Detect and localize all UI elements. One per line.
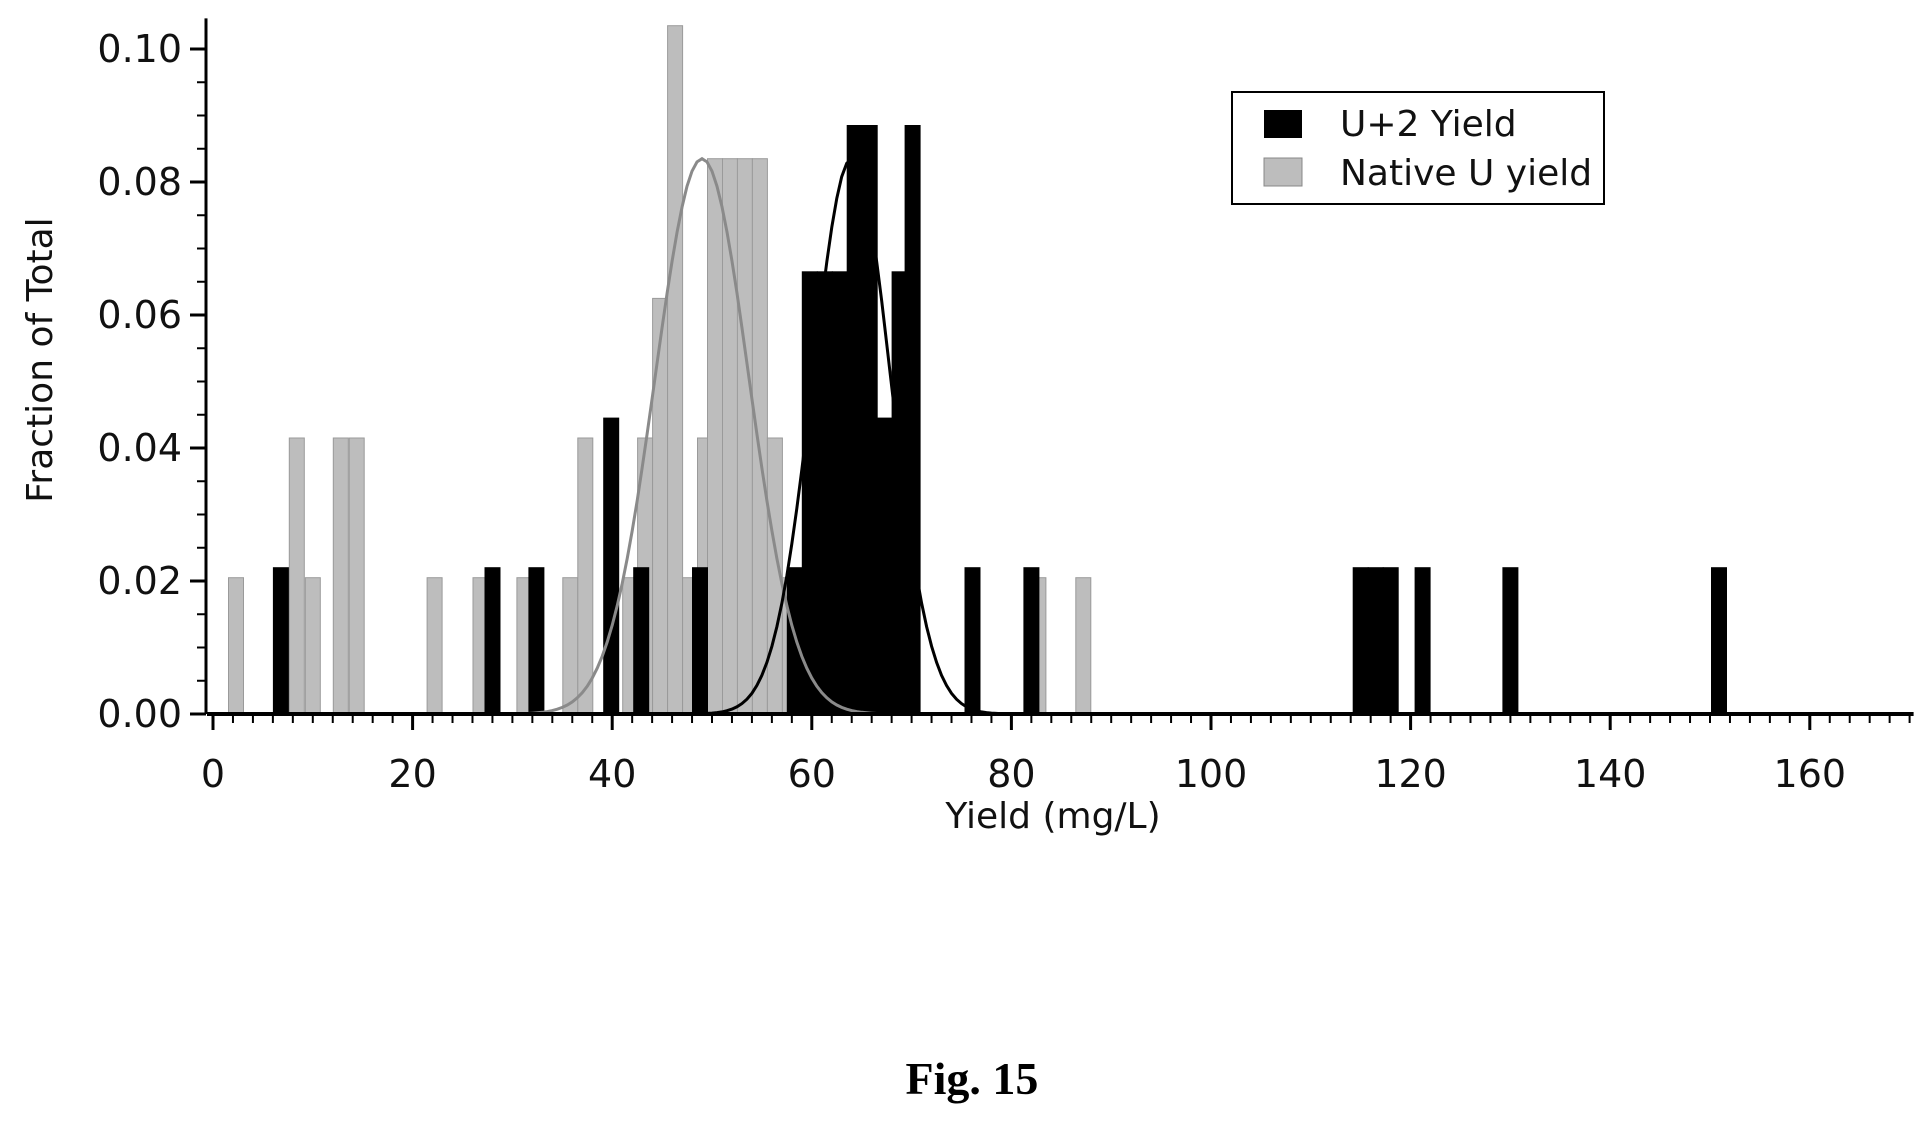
x-tick-label: 0 xyxy=(201,752,225,796)
y-axis-title: Fraction of Total xyxy=(20,217,61,502)
y-tick-label: 0.06 xyxy=(97,293,182,337)
u2-bar-2 xyxy=(528,567,545,715)
u2-bar-5 xyxy=(692,567,708,715)
native-u-bar-18 xyxy=(736,158,753,715)
u2-bar-19 xyxy=(1382,567,1399,715)
native-u-bar-9 xyxy=(577,437,594,715)
x-tick-label: 120 xyxy=(1374,752,1447,796)
u2-fit-curve xyxy=(213,156,1910,716)
u2-bar-0 xyxy=(272,567,289,715)
native-u-bar-8 xyxy=(562,577,579,715)
native-u-bar-19 xyxy=(751,158,768,715)
u2-bar-17 xyxy=(1352,567,1369,715)
u2-bar-15 xyxy=(964,567,981,715)
legend-label-u2: U+2 Yield xyxy=(1340,104,1517,145)
y-tick-label: 0.08 xyxy=(97,160,182,204)
x-tick-label: 40 xyxy=(588,752,636,796)
x-axis-title: Yield (mg/L) xyxy=(944,796,1160,837)
y-tick-label: 0.04 xyxy=(97,426,182,470)
u2-bar-3 xyxy=(603,417,620,715)
u2-bar-4 xyxy=(633,567,650,715)
native-u-bars xyxy=(228,25,1092,715)
y-tick-label: 0.00 xyxy=(97,692,182,736)
u2-bar-1 xyxy=(484,567,501,715)
native-u-bar-24 xyxy=(1075,577,1092,715)
u2-bar-14 xyxy=(904,125,921,715)
native-u-bar-12 xyxy=(652,297,669,715)
u2-bars xyxy=(272,125,1727,715)
native-u-fit-curve xyxy=(213,156,1910,716)
u2-bar-18 xyxy=(1367,567,1384,715)
u2-bar-16 xyxy=(1023,567,1040,715)
legend-label-native: Native U yield xyxy=(1340,153,1592,194)
u2-bar-9 xyxy=(831,271,848,715)
u2-bar-10 xyxy=(846,125,863,715)
x-tick-label: 140 xyxy=(1574,752,1647,796)
y-tick-label: 0.02 xyxy=(97,559,182,603)
legend-swatch-native xyxy=(1263,157,1303,187)
u2-bar-21 xyxy=(1502,567,1519,715)
x-tick-label: 80 xyxy=(987,752,1035,796)
y-tick-label: 0.10 xyxy=(97,27,182,71)
y-axis-ticks: 0.00 0.02 0.04 0.06 0.08 0.10 xyxy=(97,27,206,736)
u2-bar-12 xyxy=(876,417,893,715)
native-u-bar-3 xyxy=(332,437,349,715)
native-u-bar-16 xyxy=(707,158,723,715)
x-tick-label: 160 xyxy=(1774,752,1847,796)
native-u-bar-5 xyxy=(426,577,443,715)
native-u-bar-0 xyxy=(228,577,244,715)
legend: U+2 Yield Native U yield xyxy=(1231,91,1605,205)
u2-bar-7 xyxy=(801,271,818,715)
native-u-bar-2 xyxy=(304,577,321,715)
native-u-bar-1 xyxy=(288,437,305,715)
u2-bar-22 xyxy=(1711,567,1727,715)
native-u-bar-13 xyxy=(667,25,684,715)
u2-bar-20 xyxy=(1414,567,1431,715)
x-tick-label: 60 xyxy=(788,752,836,796)
u2-bar-6 xyxy=(786,567,803,715)
native-u-bar-4 xyxy=(348,437,365,715)
x-tick-label: 100 xyxy=(1175,752,1248,796)
figure-caption: Fig. 15 xyxy=(906,1053,1039,1104)
legend-swatch-u2 xyxy=(1264,110,1302,138)
x-axis-ticks: 0 20 40 60 80 100 120 140 160 xyxy=(201,714,1911,796)
x-tick-label: 20 xyxy=(388,752,436,796)
u2-bar-8 xyxy=(816,271,833,715)
